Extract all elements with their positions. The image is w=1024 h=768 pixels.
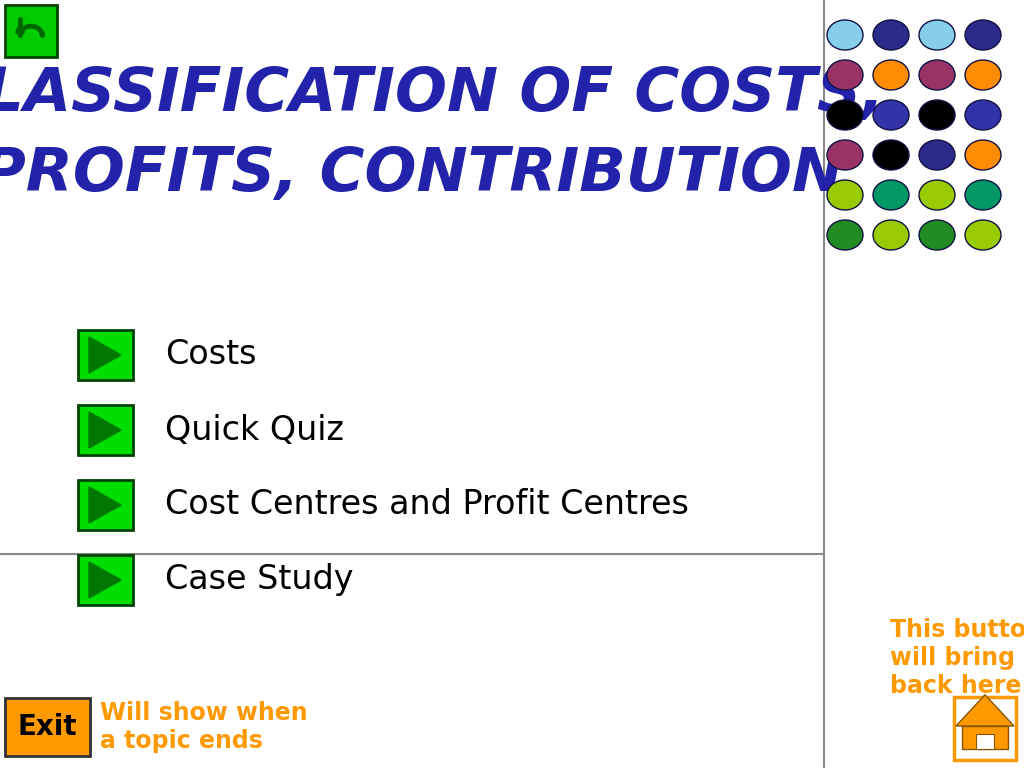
Polygon shape (89, 412, 121, 448)
Ellipse shape (873, 60, 909, 90)
Polygon shape (89, 487, 121, 523)
Ellipse shape (873, 20, 909, 50)
Ellipse shape (873, 100, 909, 130)
Ellipse shape (919, 140, 955, 170)
Ellipse shape (873, 180, 909, 210)
Text: Case Study: Case Study (165, 564, 353, 597)
Text: Exit: Exit (17, 713, 78, 741)
Text: Quick Quiz: Quick Quiz (165, 413, 344, 446)
FancyBboxPatch shape (78, 330, 132, 380)
Text: PROFITS, CONTRIBUTION: PROFITS, CONTRIBUTION (0, 145, 843, 204)
FancyBboxPatch shape (78, 555, 132, 605)
Ellipse shape (965, 20, 1001, 50)
Ellipse shape (827, 220, 863, 250)
Polygon shape (89, 337, 121, 373)
Text: Will show when
a topic ends: Will show when a topic ends (100, 701, 307, 753)
FancyBboxPatch shape (78, 480, 132, 530)
Ellipse shape (965, 140, 1001, 170)
Ellipse shape (873, 140, 909, 170)
Ellipse shape (965, 180, 1001, 210)
Ellipse shape (827, 100, 863, 130)
FancyBboxPatch shape (78, 405, 132, 455)
Ellipse shape (965, 100, 1001, 130)
Ellipse shape (919, 20, 955, 50)
Polygon shape (89, 562, 121, 598)
Ellipse shape (919, 100, 955, 130)
Ellipse shape (827, 60, 863, 90)
Ellipse shape (919, 180, 955, 210)
Text: Cost Centres and Profit Centres: Cost Centres and Profit Centres (165, 488, 689, 521)
Text: Costs: Costs (165, 339, 256, 372)
Ellipse shape (827, 140, 863, 170)
Ellipse shape (919, 220, 955, 250)
Ellipse shape (965, 220, 1001, 250)
Text: This button
will bring you
back here: This button will bring you back here (890, 618, 1024, 698)
Ellipse shape (827, 20, 863, 50)
Ellipse shape (919, 60, 955, 90)
Ellipse shape (873, 220, 909, 250)
FancyBboxPatch shape (5, 698, 90, 756)
Ellipse shape (965, 60, 1001, 90)
Polygon shape (956, 695, 1014, 726)
Text: CLASSIFICATION OF COSTS,: CLASSIFICATION OF COSTS, (0, 65, 885, 124)
Ellipse shape (827, 180, 863, 210)
FancyBboxPatch shape (976, 733, 994, 750)
FancyBboxPatch shape (962, 726, 1008, 750)
FancyBboxPatch shape (5, 5, 57, 57)
